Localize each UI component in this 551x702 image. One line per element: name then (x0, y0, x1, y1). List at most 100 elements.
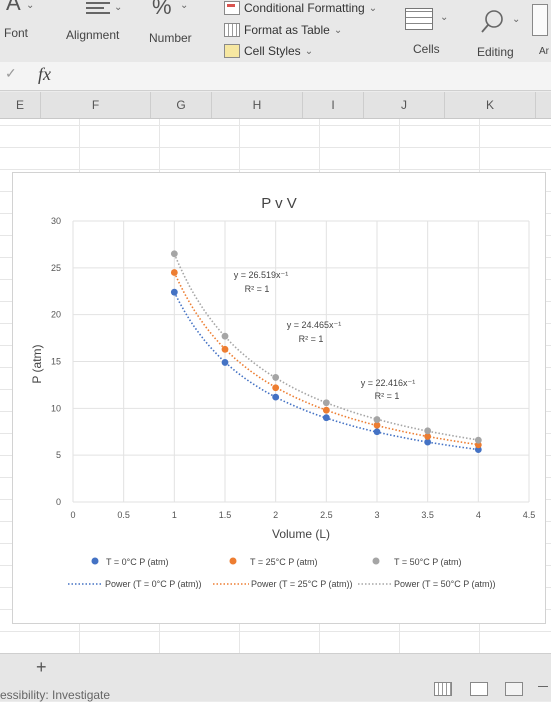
editing-group-label: Editing (477, 45, 514, 59)
x-tick-label: 2 (273, 510, 278, 520)
check-icon[interactable]: ✓ (5, 65, 17, 81)
page-break-icon[interactable] (505, 682, 523, 696)
chevron-down-icon[interactable]: ⌄ (512, 14, 521, 25)
data-point (373, 428, 381, 436)
y-tick-label: 0 (56, 497, 61, 507)
data-point (170, 288, 178, 296)
chevron-down-icon: ⌄ (333, 24, 343, 36)
trendline-r2-25c: R² = 1 (299, 334, 324, 344)
format-as-table-button[interactable]: Format as Table ⌄ (224, 23, 342, 37)
chevron-down-icon: ⌄ (368, 2, 378, 14)
chart-legend: T = 0°C P (atm) Power (T = 0°C P (atm)) … (68, 557, 496, 589)
chevron-down-icon[interactable]: ⌄ (26, 0, 35, 11)
data-point (424, 433, 432, 440)
cell-styles-button[interactable]: Cell Styles ⌄ (224, 44, 313, 58)
conditional-formatting-button[interactable]: Conditional Formatting ⌄ (224, 1, 377, 15)
x-axis-label: Volume (L) (272, 527, 330, 541)
font-icon[interactable]: A (6, 0, 21, 15)
add-sheet-button[interactable]: + (36, 657, 47, 677)
accessibility-status[interactable]: essibility: Investigate (0, 688, 111, 702)
column-headers: E F G H I J K (0, 92, 551, 119)
search-icon[interactable] (480, 8, 506, 39)
column-header-e[interactable]: E (0, 92, 41, 118)
formula-bar: ✓ fx (0, 62, 551, 91)
formula-input[interactable] (70, 66, 540, 86)
data-point (221, 332, 229, 340)
data-point (272, 393, 280, 401)
format-as-table-label: Format as Table (244, 23, 330, 37)
data-point (474, 446, 482, 453)
data-point (170, 269, 178, 276)
column-header-i[interactable]: I (303, 92, 364, 118)
trendline-r2-50c: R² = 1 (245, 284, 270, 294)
legend-marker-25c (229, 557, 237, 565)
legend-trend-label-50c: Power (T = 50°C P (atm)) (394, 579, 496, 589)
cells-icon[interactable] (405, 8, 433, 30)
column-header-h[interactable]: H (212, 92, 303, 118)
data-point (474, 436, 482, 444)
y-tick-label: 5 (56, 450, 61, 460)
data-point (322, 406, 330, 414)
x-tick-label: 3 (374, 510, 379, 520)
chevron-down-icon[interactable]: ⌄ (180, 0, 189, 11)
data-point (170, 250, 178, 258)
data-point (373, 421, 381, 429)
chart-svg: P v V 0 5 10 15 20 25 30 0 0.5 1 1.5 2 2.5 3 3.5 4 4.5 P… (30, 195, 536, 589)
legend-trend-label-25c: Power (T = 25°C P (atm)) (251, 579, 353, 589)
chevron-down-icon[interactable]: ⌄ (114, 2, 123, 13)
cell-styles-label: Cell Styles (244, 44, 301, 58)
analyze-icon[interactable] (532, 4, 548, 36)
font-group-label: Font (4, 26, 29, 40)
data-point (272, 374, 280, 381)
percent-icon[interactable]: % (152, 0, 172, 19)
cells-group-label: Cells (413, 42, 440, 56)
x-tick-label: 2.5 (320, 510, 333, 520)
trendline-equation-0c: y = 22.416x⁻¹ (361, 378, 416, 388)
y-tick-label: 25 (51, 263, 61, 273)
analyze-group-label: Ar (539, 46, 549, 57)
page-layout-icon[interactable] (470, 682, 488, 696)
chart-points (170, 250, 482, 453)
data-point (474, 441, 482, 449)
data-point (424, 438, 432, 446)
legend-trend-label-0c: Power (T = 0°C P (atm)) (105, 579, 202, 589)
y-axis-label: P (atm) (30, 344, 44, 383)
number-group-label: Number (149, 31, 192, 45)
x-tick-label: 0.5 (117, 510, 130, 520)
legend-label-25c: T = 25°C P (atm) (250, 557, 318, 567)
y-tick-label: 15 (51, 357, 61, 367)
column-header-f[interactable]: F (41, 92, 151, 118)
legend-label-0c: T = 0°C P (atm) (106, 557, 169, 567)
y-tick-label: 10 (51, 403, 61, 413)
normal-view-icon[interactable] (434, 682, 452, 696)
chart-area[interactable]: P v V 0 5 10 15 20 25 30 0 0.5 1 1.5 2 2.5 3 3.5 4 4.5 P… (12, 172, 546, 624)
column-header-g[interactable]: G (151, 92, 212, 118)
ribbon: A ⌄ Font ⌄ Alignment % ⌄ Number Conditio… (0, 0, 551, 63)
legend-marker-50c (372, 557, 380, 565)
trendline-r2-0c: R² = 1 (375, 391, 400, 401)
x-tick-label: 3.5 (421, 510, 434, 520)
data-point (322, 399, 330, 407)
legend-marker-0c (91, 557, 99, 565)
alignment-group-label: Alignment (66, 28, 120, 42)
fx-icon[interactable]: fx (38, 64, 51, 84)
x-tick-label: 0 (70, 510, 75, 520)
x-tick-label: 1.5 (219, 510, 232, 520)
align-icon[interactable] (86, 2, 110, 16)
chevron-down-icon[interactable]: ⌄ (440, 12, 449, 23)
legend-label-50c: T = 50°C P (atm) (394, 557, 462, 567)
x-tick-label: 4.5 (523, 510, 536, 520)
zoom-out-icon[interactable] (538, 686, 548, 687)
column-header-k[interactable]: K (445, 92, 536, 118)
chart-title: P v V (261, 195, 297, 212)
chevron-down-icon: ⌄ (304, 45, 314, 57)
data-point (322, 414, 330, 422)
data-point (221, 359, 229, 366)
conditional-formatting-label: Conditional Formatting (244, 1, 365, 15)
x-tick-label: 1 (172, 510, 177, 520)
x-tick-label: 4 (476, 510, 481, 520)
y-tick-label: 30 (51, 216, 61, 226)
conditional-formatting-icon (224, 1, 240, 15)
column-header-j[interactable]: J (364, 92, 445, 118)
trendline-equation-50c: y = 26.519x⁻¹ (234, 270, 289, 280)
